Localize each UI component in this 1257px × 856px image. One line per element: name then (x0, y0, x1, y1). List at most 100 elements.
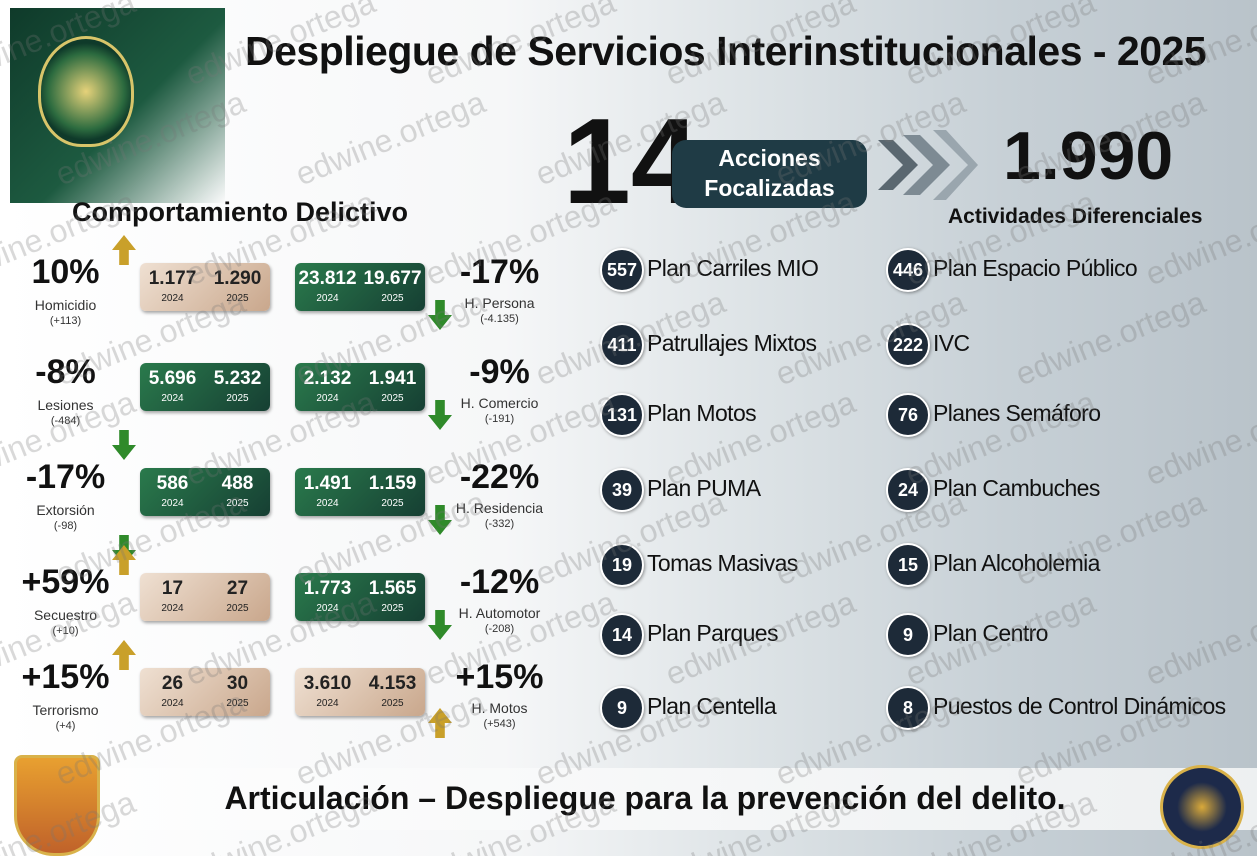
value-2024: 1.773 (295, 578, 360, 600)
crime-name: H. Persona (442, 295, 557, 311)
crime-name: Secuestro (8, 607, 123, 623)
plan-count: 39 (600, 468, 644, 512)
plan-count: 8 (886, 686, 930, 730)
plan-name: Plan Cambuches (933, 475, 1100, 502)
comparison-box: 263020242025 (140, 668, 270, 716)
crime-diff: (+113) (8, 315, 123, 327)
year-2024: 2024 (140, 498, 205, 509)
value-2025: 27 (205, 578, 270, 600)
plan-count: 15 (886, 543, 930, 587)
change-percent: -17% (442, 253, 557, 292)
change-percent: +59% (8, 563, 123, 602)
crime-diff: (+4) (8, 720, 123, 732)
crime-name: H. Residencia (442, 500, 557, 516)
plan-name: Patrullajes Mixtos (647, 330, 816, 357)
year-2025: 2025 (360, 698, 425, 709)
crime-diff: (-4.135) (442, 313, 557, 325)
change-percent: +15% (442, 658, 557, 697)
s20-seal (1160, 765, 1244, 849)
plan-name: Plan Centella (647, 693, 776, 720)
value-2024: 3.610 (295, 673, 360, 695)
year-2025: 2025 (360, 293, 425, 304)
plan-count: 9 (886, 613, 930, 657)
plan-count: 24 (886, 468, 930, 512)
crime-diff: (-484) (8, 415, 123, 427)
header-badge (10, 8, 225, 203)
year-2024: 2024 (295, 498, 360, 509)
plan-count: 9 (600, 686, 644, 730)
change-percent: +15% (8, 658, 123, 697)
crime-diff: (-191) (442, 413, 557, 425)
plan-name: Puestos de Control Dinámicos (933, 693, 1226, 720)
year-2025: 2025 (205, 393, 270, 404)
value-2024: 586 (140, 473, 205, 495)
value-2025: 1.290 (205, 268, 270, 290)
chevrons (878, 130, 978, 200)
plan-count: 19 (600, 543, 644, 587)
value-2025: 19.677 (360, 268, 425, 290)
change-percent: -9% (442, 353, 557, 392)
crime-diff: (+10) (8, 625, 123, 637)
watermark: edwine.ortega (1250, 284, 1257, 394)
comparison-box: 2.1321.94120242025 (295, 363, 425, 411)
plan-count: 14 (600, 613, 644, 657)
plan-count: 446 (886, 248, 930, 292)
plan-name: Plan Alcoholemia (933, 550, 1100, 577)
watermark: edwine.ortega (1140, 584, 1257, 694)
year-2024: 2024 (140, 603, 205, 614)
year-2024: 2024 (295, 293, 360, 304)
plan-name: Plan Parques (647, 620, 778, 647)
year-2024: 2024 (295, 393, 360, 404)
value-2025: 5.232 (205, 368, 270, 390)
crime-diff: (+543) (442, 718, 557, 730)
plan-count: 411 (600, 323, 644, 367)
change-percent: -17% (8, 458, 123, 497)
plan-count: 131 (600, 393, 644, 437)
plan-name: IVC (933, 330, 970, 357)
year-2024: 2024 (295, 698, 360, 709)
value-2025: 488 (205, 473, 270, 495)
value-2025: 1.565 (360, 578, 425, 600)
footer-slogan: Articulación – Despliegue para la preven… (130, 780, 1160, 817)
value-2025: 4.153 (360, 673, 425, 695)
watermark: edwine.ortega (1250, 84, 1257, 194)
crime-name: Homicidio (8, 297, 123, 313)
crime-name: Extorsión (8, 502, 123, 518)
year-2024: 2024 (140, 698, 205, 709)
plan-name: Plan Centro (933, 620, 1048, 647)
value-2024: 17 (140, 578, 205, 600)
change-percent: -12% (442, 563, 557, 602)
police-emblem (38, 36, 134, 147)
crime-diff: (-208) (442, 623, 557, 635)
year-2025: 2025 (205, 498, 270, 509)
plan-name: Plan Carriles MIO (647, 255, 818, 282)
watermark: edwine.ortega (1010, 284, 1210, 394)
watermark: edwine.ortega (1140, 384, 1257, 494)
watermark: edwine.ortega (1140, 184, 1257, 294)
year-2025: 2025 (360, 498, 425, 509)
plan-name: Tomas Masivas (647, 550, 798, 577)
change-percent: 10% (8, 253, 123, 292)
value-2025: 30 (205, 673, 270, 695)
year-2025: 2025 (360, 603, 425, 614)
activities-label: Actividades Diferenciales (948, 205, 1202, 229)
section-title: Comportamiento Delictivo (72, 197, 408, 228)
crime-diff: (-332) (442, 518, 557, 530)
activities-count: 1.990 (1003, 122, 1173, 190)
plan-name: Plan PUMA (647, 475, 760, 502)
watermark: edwine.ortega (1250, 484, 1257, 594)
plan-count: 222 (886, 323, 930, 367)
year-2024: 2024 (140, 293, 205, 304)
plan-name: Planes Semáforo (933, 400, 1100, 427)
actions-label: Acciones Focalizadas (672, 140, 867, 208)
crime-name: Terrorismo (8, 702, 123, 718)
crime-name: H. Comercio (442, 395, 557, 411)
value-2024: 5.696 (140, 368, 205, 390)
change-percent: -8% (8, 353, 123, 392)
plan-name: Plan Espacio Público (933, 255, 1137, 282)
year-2025: 2025 (360, 393, 425, 404)
